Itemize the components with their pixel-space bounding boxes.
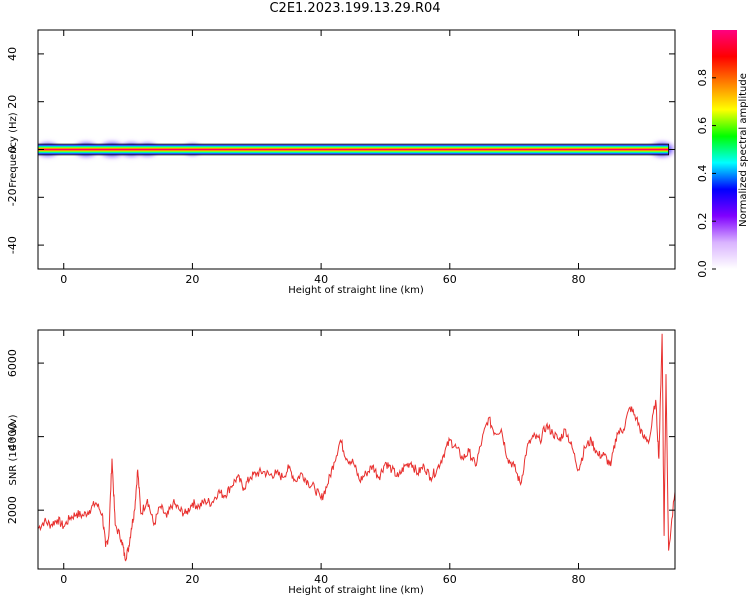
spectrogram-ticks: 0 20 40 60 80 -40 -20 0 20 40 [6,30,675,286]
snr-y-axis-label: SNR (10 * v/v) [8,414,19,485]
snr-x-tick-label: 80 [571,573,585,586]
snr-x-tick-label: 0 [60,573,67,586]
spectrogram-y-tick-label: 40 [6,47,19,61]
spectrogram-y-tick-label: -40 [6,236,19,254]
snr-ticks: 0 20 40 60 80 2000 4000 6000 [6,330,675,586]
colorbar-label: Normalized spectral amplitude [738,73,749,227]
spectrogram-x-tick-label: 40 [314,273,328,286]
spectrogram-band-outline [38,143,669,156]
spectrogram-x-tick-label: 80 [571,273,585,286]
spectrogram-y-tick-label: 0 [6,146,19,153]
colorbar-tick-label: 0.6 [696,117,709,135]
colorbar-tick-label: 0.2 [696,212,709,230]
spectrogram-y-axis-label: Frequency (Hz) [8,112,19,188]
snr-y-tick-label: 6000 [6,349,19,377]
colorbar-tick-label: 0.4 [696,165,709,183]
snr-y-tick-label: 4000 [6,423,19,451]
chart-title: C2E1.2023.199.13.29.R04 [269,1,441,16]
snr-y-tick-label: 2000 [6,496,19,524]
colorbar: 0.0 0.2 0.4 0.6 0.8 Normalized spectral ampl… [696,30,749,278]
snr-x-tick-label: 60 [443,573,457,586]
colorbar-gradient [712,30,737,269]
colorbar-ticks: 0.0 0.2 0.4 0.6 0.8 [696,69,716,278]
snr-series-line [38,333,675,562]
colorbar-tick-label: 0.8 [696,69,709,87]
spectrogram-x-tick-label: 0 [60,273,67,286]
spectrogram-x-tick-label: 20 [185,273,199,286]
snr-x-tick-label: 20 [185,573,199,586]
snr-plot-area [38,330,675,569]
spectrogram-band [38,140,675,159]
colorbar-tick-label: 0.0 [696,260,709,278]
snr-x-axis-label: Height of straight line (km) [288,585,424,596]
spectrogram-panel: 0 20 40 60 80 -40 -20 0 20 40 Height of straight … [6,29,676,296]
snr-frame [37,329,676,570]
snr-x-tick-label: 40 [314,573,328,586]
spectrogram-x-tick-label: 60 [443,273,457,286]
spectrogram-x-axis-label: Height of straight line (km) [288,285,424,296]
spectrogram-y-tick-label: 20 [6,95,19,109]
spectrogram-y-tick-label: -20 [6,188,19,206]
snr-panel: 0 20 40 60 80 2000 4000 6000 Height of straight… [6,329,676,596]
